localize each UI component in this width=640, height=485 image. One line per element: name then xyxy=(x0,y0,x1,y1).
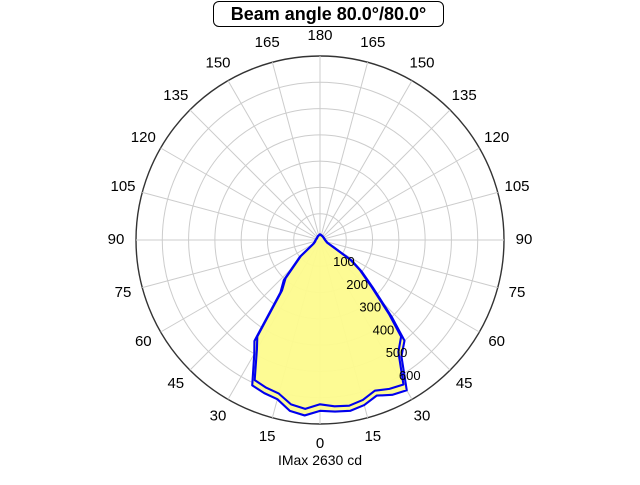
svg-text:100: 100 xyxy=(333,254,355,269)
svg-text:150: 150 xyxy=(205,54,230,71)
svg-text:150: 150 xyxy=(409,54,434,71)
svg-text:105: 105 xyxy=(504,178,529,195)
svg-text:15: 15 xyxy=(364,428,381,445)
svg-text:75: 75 xyxy=(509,284,526,301)
svg-text:0: 0 xyxy=(316,435,324,452)
svg-text:135: 135 xyxy=(452,87,477,104)
svg-text:165: 165 xyxy=(360,34,385,51)
svg-text:120: 120 xyxy=(131,129,156,146)
svg-text:15: 15 xyxy=(259,428,276,445)
svg-text:165: 165 xyxy=(255,34,280,51)
svg-text:200: 200 xyxy=(346,277,368,292)
svg-text:30: 30 xyxy=(210,408,227,425)
svg-text:600: 600 xyxy=(399,368,421,383)
svg-text:90: 90 xyxy=(516,231,533,248)
svg-text:180: 180 xyxy=(307,27,332,44)
svg-text:120: 120 xyxy=(484,129,509,146)
svg-text:75: 75 xyxy=(115,284,132,301)
svg-text:90: 90 xyxy=(108,231,125,248)
svg-text:60: 60 xyxy=(488,333,505,350)
svg-text:105: 105 xyxy=(110,178,135,195)
svg-text:30: 30 xyxy=(414,408,431,425)
svg-text:60: 60 xyxy=(135,333,152,350)
svg-text:400: 400 xyxy=(373,323,395,338)
svg-text:500: 500 xyxy=(386,345,408,360)
svg-text:300: 300 xyxy=(359,300,381,315)
svg-text:45: 45 xyxy=(167,375,184,392)
svg-text:45: 45 xyxy=(456,375,473,392)
svg-text:135: 135 xyxy=(163,87,188,104)
